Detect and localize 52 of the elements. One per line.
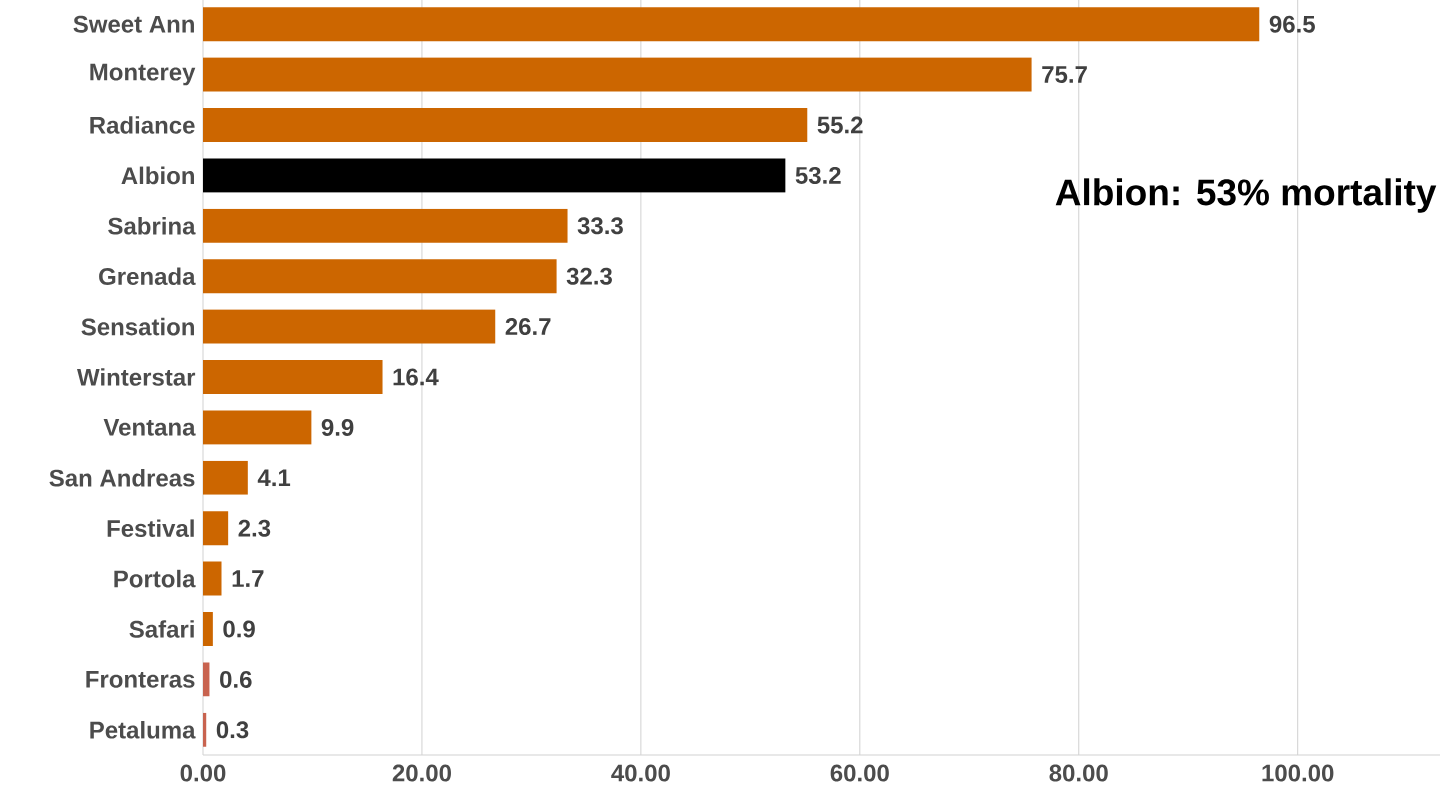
bar [203, 208, 568, 243]
data-label: 75.7 [1042, 66, 1087, 83]
data-label: 33.3 [577, 217, 623, 235]
y-tick-label: Albion [121, 166, 194, 185]
bar [203, 712, 207, 747]
bar [203, 360, 383, 395]
y-tick-label: Winterstar [77, 368, 196, 386]
y-tick-label: Sabrina [108, 216, 196, 235]
data-label: 16.4 [393, 368, 439, 386]
data-label: 9.9 [321, 418, 354, 436]
y-tick-label: Petaluma [90, 720, 196, 739]
data-label: 55.2 [817, 116, 863, 134]
bar [203, 309, 496, 344]
x-tick-label: 100.00 [1262, 764, 1334, 782]
data-label: 0.9 [223, 620, 255, 638]
bar [203, 410, 312, 445]
y-tick-label: Safari [129, 620, 194, 638]
y-tick-label: Grenada [99, 267, 196, 286]
y-tick-label: Portola [114, 569, 196, 588]
data-label: 0.6 [220, 670, 252, 688]
data-label: 53.2 [795, 166, 841, 184]
x-tick-label: 20.00 [392, 764, 451, 782]
bar [203, 259, 557, 294]
data-label: 1.7 [232, 570, 264, 587]
data-label: 4.1 [257, 469, 291, 487]
bar [203, 158, 786, 193]
y-tick-label: Radiance [90, 116, 195, 134]
y-tick-label: Monterey [90, 63, 196, 86]
x-tick-label: 60.00 [830, 764, 889, 782]
bar [203, 511, 229, 546]
data-label: 0.3 [216, 721, 249, 739]
y-tick-label: Fronteras [86, 671, 195, 688]
x-tick-label: 40.00 [611, 764, 670, 782]
y-tick-label: Ventana [103, 419, 196, 436]
y-tick-label: Festival [107, 519, 194, 538]
bar [203, 662, 210, 697]
bar [203, 460, 248, 495]
data-label: 26.7 [505, 318, 551, 336]
data-label: 32.3 [566, 267, 612, 285]
data-label: 2.3 [238, 519, 271, 537]
bar [203, 561, 222, 596]
x-tick-label: 0.00 [180, 764, 226, 782]
x-tick-label: 80.00 [1049, 764, 1108, 782]
y-tick-label: San Andreas [49, 468, 195, 487]
bar [203, 612, 213, 647]
bar [203, 108, 808, 143]
y-tick-label: Sensation [81, 317, 194, 336]
bar [203, 57, 1032, 92]
data-label: 96.5 [1269, 15, 1315, 33]
bar [203, 7, 1260, 42]
annotation: Albion: 53% mortality [1055, 178, 1437, 213]
y-tick-label: Sweet Ann [73, 15, 194, 33]
